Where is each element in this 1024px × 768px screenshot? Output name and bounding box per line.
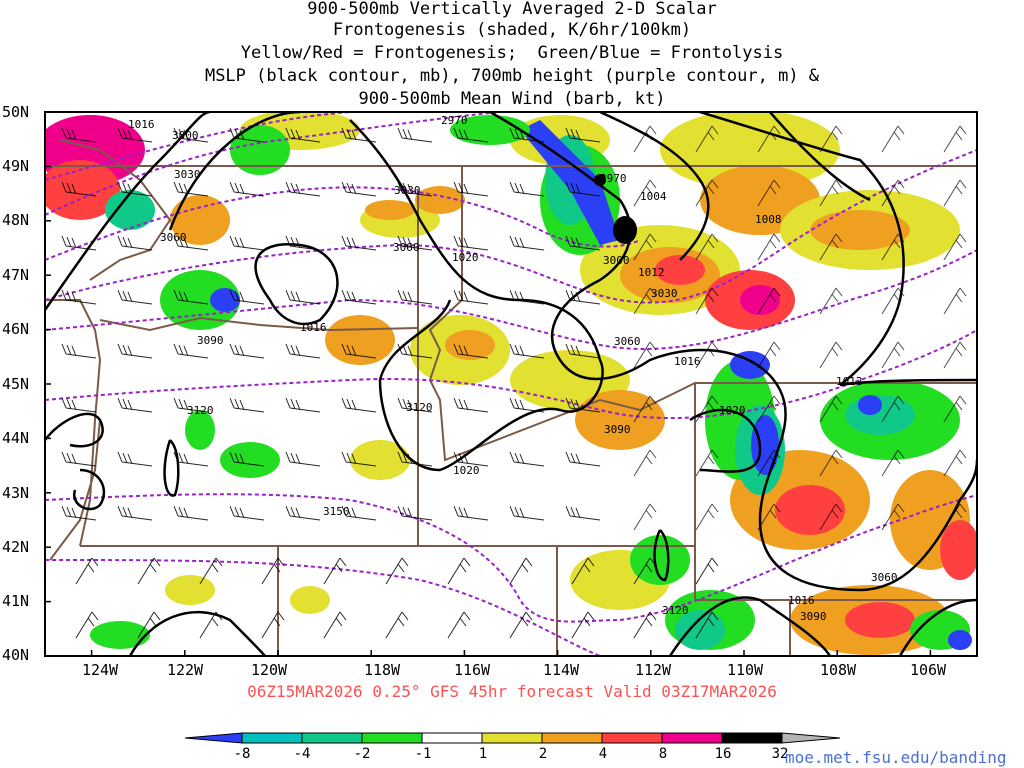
height-contour-label: 3000 xyxy=(603,254,630,267)
height-contour-label: 3030 xyxy=(394,184,421,197)
mslp-contour-label: 1012 xyxy=(638,266,665,279)
height-contour-label: 2970 xyxy=(600,172,627,185)
colorbar-swatch xyxy=(481,732,543,744)
mslp-contour-label: 1020 xyxy=(719,404,746,417)
lat-label: 47N xyxy=(2,266,30,284)
lon-label: 114W xyxy=(542,661,580,679)
height-contour-label: 3030 xyxy=(174,168,201,181)
lat-label: 41N xyxy=(2,592,30,610)
mslp-contour-label: 1012 xyxy=(836,375,863,388)
height-contour-label: 3120 xyxy=(662,604,689,617)
map-field xyxy=(45,112,977,656)
lon-label: 122W xyxy=(166,661,204,679)
wind-barbs-north xyxy=(45,112,605,552)
height-contour-label: 3120 xyxy=(187,404,214,417)
lat-label: 46N xyxy=(2,320,30,338)
height-contour-label: 3060 xyxy=(871,571,898,584)
colorbar-label: 2 xyxy=(538,746,548,762)
lat-label: 44N xyxy=(2,429,30,447)
colorbar-label: 16 xyxy=(714,746,732,762)
colorbar-swatch xyxy=(361,732,423,744)
lon-label: 124W xyxy=(81,661,119,679)
colorbar-label: 1 xyxy=(478,746,488,762)
mslp-contour-label: 1020 xyxy=(452,251,479,264)
height-contour-label: 3000 xyxy=(172,129,199,142)
lon-label: 106W xyxy=(909,661,947,679)
mslp-contour-label: 1016 xyxy=(300,321,327,334)
lon-label: 108W xyxy=(819,661,857,679)
height-contour-label: 3060 xyxy=(160,231,187,244)
lat-label: 50N xyxy=(2,103,30,121)
colorbar-label: -8 xyxy=(233,746,251,762)
title-line-5: 900-500mb Mean Wind (barb, kt) xyxy=(358,89,666,109)
title-line-4: MSLP (black contour, mb), 700mb height (… xyxy=(204,66,820,86)
colorbar xyxy=(184,732,841,744)
colorbar-swatch xyxy=(421,732,483,744)
height-contour-label: 3060 xyxy=(614,335,641,348)
lon-label: 116W xyxy=(453,661,491,679)
height-contour-label: 2970 xyxy=(441,114,468,127)
colorbar-arrow-high xyxy=(781,732,841,744)
wind-barbs-east xyxy=(605,112,977,552)
title-line-3: Yellow/Red = Frontogenesis; Green/Blue =… xyxy=(240,43,784,63)
lat-label: 48N xyxy=(2,211,30,229)
colorbar-label: 8 xyxy=(658,746,668,762)
wind-barbs-south xyxy=(45,552,745,656)
colorbar-label: -4 xyxy=(293,746,311,762)
lat-label: 40N xyxy=(2,646,30,664)
height-contour-label: 3120 xyxy=(406,401,433,414)
height-contour-label: 3090 xyxy=(604,423,631,436)
axis-ticks xyxy=(45,111,932,657)
colorbar-label: 4 xyxy=(598,746,608,762)
mslp-contour-label: 1016 xyxy=(128,118,155,131)
title-line-1: 900-500mb Vertically Averaged 2-D Scalar xyxy=(307,0,717,19)
colorbar-swatch xyxy=(241,732,303,744)
height-contour-label: 3030 xyxy=(651,287,678,300)
mslp-contour-label: 1004 xyxy=(640,190,667,203)
source-link[interactable]: moe.met.fsu.edu/banding xyxy=(785,748,1007,767)
lon-label: 120W xyxy=(250,661,288,679)
contour-value-labels: 1016 1004 1008 1020 1012 1016 1016 1012 … xyxy=(128,114,898,623)
lon-label: 118W xyxy=(363,661,401,679)
colorbar-arrow-low xyxy=(184,732,243,744)
height-contour-label: 3150 xyxy=(323,505,350,518)
lat-label: 43N xyxy=(2,484,30,502)
lat-label: 45N xyxy=(2,375,30,393)
height-contour-label: 3060 xyxy=(393,241,420,254)
colorbar-swatch xyxy=(301,732,363,744)
forecast-run-label: 06Z15MAR2026 0.25° GFS 45hr forecast Val… xyxy=(247,682,777,701)
colorbar-label: -2 xyxy=(353,746,371,762)
lon-label: 112W xyxy=(634,661,672,679)
lon-label: 110W xyxy=(726,661,764,679)
colorbar-swatch xyxy=(601,732,663,744)
mslp-contour-label: 1020 xyxy=(453,464,480,477)
mslp-contour-label: 1016 xyxy=(674,355,701,368)
title-line-2: Frontogenesis (shaded, K/6hr/100km) xyxy=(332,20,692,40)
lat-label: 42N xyxy=(2,538,30,556)
colorbar-swatch xyxy=(721,732,783,744)
colorbar-label: -1 xyxy=(414,746,432,762)
lat-label: 49N xyxy=(2,157,30,175)
height-contour-label: 3090 xyxy=(800,610,827,623)
colorbar-swatch xyxy=(541,732,603,744)
colorbar-swatch xyxy=(661,732,723,744)
height-contour-label: 3090 xyxy=(197,334,224,347)
mslp-contour-label: 1016 xyxy=(788,594,815,607)
colorbar-label: 32 xyxy=(771,746,789,762)
mslp-contour-label: 1008 xyxy=(755,213,782,226)
